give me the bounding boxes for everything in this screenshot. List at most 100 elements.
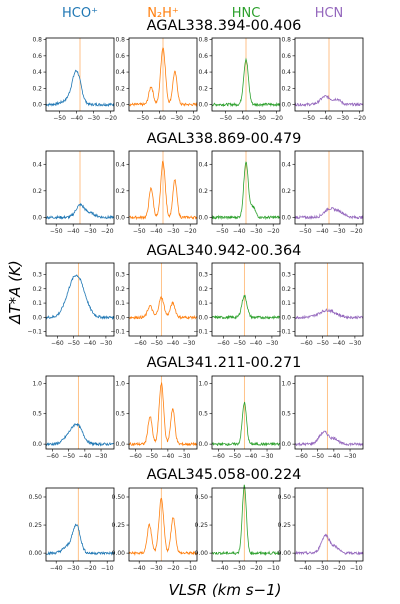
y-tick-label: 0.0 xyxy=(115,214,125,221)
y-tick-label: 0.3 xyxy=(32,271,42,278)
x-tick-label: −40 xyxy=(79,453,92,460)
x-tick-label: −50 xyxy=(133,228,146,235)
x-tick-label: −40 xyxy=(328,453,341,460)
panel-frame xyxy=(45,262,115,337)
y-tick-label: 0.2 xyxy=(198,286,208,293)
x-tick-label: −50 xyxy=(219,115,232,122)
spectrum-line xyxy=(294,207,364,220)
col-header-hcn: HCN xyxy=(315,6,344,21)
spectrum-panel: −60 −50 −40 −30 −0.1 0.0 0.1 0.2 0.3 xyxy=(27,262,115,347)
col-header-n2h: N₂H⁺ xyxy=(147,6,179,21)
y-tick-label: 0.5 xyxy=(281,411,291,418)
x-tick-label: −30 xyxy=(178,453,191,460)
x-tick-label: −50 xyxy=(67,340,80,347)
x-tick-label: −30 xyxy=(336,115,349,122)
panel-frame xyxy=(128,150,198,225)
y-tick-label: 0.0 xyxy=(32,102,42,109)
x-tick-label: −60 xyxy=(46,453,59,460)
x-tick-label: −60 xyxy=(51,340,64,347)
panel-frame xyxy=(294,487,364,562)
x-tick-label: −30 xyxy=(333,228,346,235)
x-tick-label: −50 xyxy=(311,453,324,460)
spectrum-panel: −50 −40 −30 −20 0.0 0.2 0.4 xyxy=(32,150,115,235)
y-tick-label: 0.5 xyxy=(32,411,42,418)
x-tick-label: −60 xyxy=(134,340,147,347)
spectrum-line xyxy=(211,401,281,447)
x-tick-label: −20 xyxy=(350,228,363,235)
panel-frame xyxy=(294,375,364,450)
x-tick-label: −50 xyxy=(50,228,63,235)
x-tick-label: −30 xyxy=(266,340,279,347)
spectrum-panel: −50 −40 −30 −20 0.0 0.2 0.4 0.6 0.8 xyxy=(115,37,200,122)
y-tick-label: 0.5 xyxy=(115,411,125,418)
spectrum-line xyxy=(45,523,115,556)
y-tick-label: 0.0 xyxy=(281,102,291,109)
y-tick-label: 1.0 xyxy=(115,380,125,387)
y-tick-label: 0.0 xyxy=(32,214,42,221)
panel-frame xyxy=(211,150,281,225)
spectrum-line xyxy=(45,202,115,220)
y-tick-label: 0.25 xyxy=(112,522,126,529)
x-tick-label: −40 xyxy=(70,115,83,122)
spectrum-panel: −60 −50 −40 −30 −0.1 0.0 0.1 0.2 0.3 xyxy=(110,262,198,347)
x-tick-label: −30 xyxy=(261,453,274,460)
panel-frame xyxy=(45,375,115,450)
y-tick-label: 0.6 xyxy=(32,53,42,60)
spectrum-panel: −50 −40 −30 −20 0.0 0.2 0.4 0.6 0.8 xyxy=(32,37,117,122)
panel-row-title: AGAL345.058-00.224 xyxy=(147,467,302,483)
x-tick-label: −40 xyxy=(133,565,146,572)
x-tick-label: −30 xyxy=(316,565,329,572)
y-tick-label: 0.4 xyxy=(115,69,125,76)
spectrum-line xyxy=(294,533,364,556)
x-tick-label: −20 xyxy=(333,565,346,572)
panel-frame xyxy=(128,375,198,450)
x-tick-label: −30 xyxy=(167,228,180,235)
x-tick-label: −40 xyxy=(166,340,179,347)
y-tick-label: 0.2 xyxy=(198,85,208,92)
x-tick-label: −30 xyxy=(253,115,266,122)
x-tick-label: −40 xyxy=(83,340,96,347)
y-tick-label: 0.1 xyxy=(115,300,125,307)
y-tick-label: 0.50 xyxy=(29,494,43,501)
y-tick-label: 0.0 xyxy=(32,314,42,321)
spectrum-panel: −40 −30 −20 −10 0.00 0.25 0.50 xyxy=(29,487,115,572)
y-tick-label: 0.0 xyxy=(198,441,208,448)
y-tick-label: 0.3 xyxy=(115,271,125,278)
y-tick-label: 0.0 xyxy=(281,314,291,321)
x-tick-label: −50 xyxy=(299,228,312,235)
y-tick-label: 0.00 xyxy=(29,550,43,557)
y-tick-label: 0.4 xyxy=(32,161,42,168)
x-tick-label: −60 xyxy=(300,340,313,347)
spectrum-line xyxy=(45,274,115,321)
x-tick-label: −50 xyxy=(53,115,66,122)
panel-row-title: AGAL338.869-00.479 xyxy=(147,131,302,147)
x-tick-label: −60 xyxy=(295,453,308,460)
panel-frame xyxy=(128,262,198,337)
panel-frame xyxy=(211,487,281,562)
y-tick-label: 0.4 xyxy=(115,161,125,168)
x-tick-label: −50 xyxy=(216,228,229,235)
y-tick-label: 1.0 xyxy=(198,380,208,387)
y-tick-label: 0.00 xyxy=(278,550,292,557)
y-tick-label: 1.0 xyxy=(281,380,291,387)
y-tick-label: 0.2 xyxy=(281,286,291,293)
panel-frame xyxy=(45,487,115,562)
x-tick-label: −10 xyxy=(267,565,280,572)
y-tick-label: 0.0 xyxy=(32,441,42,448)
panel-frame xyxy=(294,37,364,112)
y-tick-label: 0.4 xyxy=(32,69,42,76)
spectrum-line xyxy=(128,160,198,221)
y-tick-label: 1.0 xyxy=(32,380,42,387)
x-tick-label: −40 xyxy=(150,228,163,235)
y-axis-label: ΔT*A (K) xyxy=(6,260,24,325)
col-header-hnc: HNC xyxy=(232,6,261,21)
y-tick-label: 0.8 xyxy=(198,37,208,44)
spectrum-line xyxy=(128,497,198,556)
y-tick-label: −0.1 xyxy=(276,329,291,336)
y-tick-label: 0.2 xyxy=(198,188,208,195)
spectrum-panel: −60 −50 −40 −30 0.0 0.5 1.0 xyxy=(115,375,198,460)
y-tick-label: 0.0 xyxy=(198,214,208,221)
spectrum-panel: −40 −30 −20 −10 0.00 0.25 0.50 xyxy=(278,487,364,572)
x-tick-label: −50 xyxy=(62,453,75,460)
